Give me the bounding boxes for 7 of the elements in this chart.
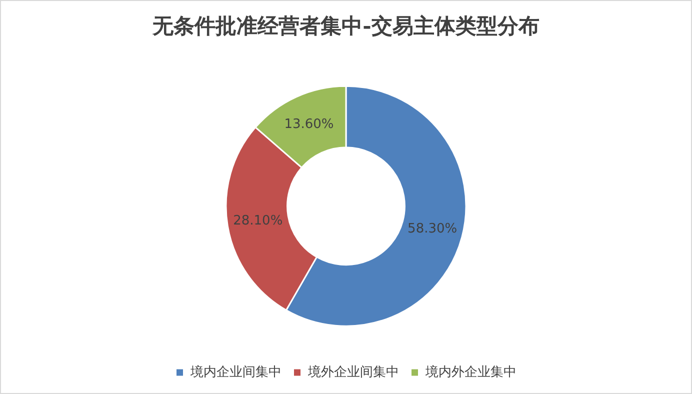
data-label: 13.60% <box>284 117 334 132</box>
data-label: 28.10% <box>233 213 283 228</box>
data-label: 58.30% <box>408 222 458 237</box>
legend-label: 境内企业间集中 <box>189 364 282 380</box>
legend-label: 境内外企业集中 <box>424 364 516 380</box>
chart-title: 无条件批准经营者集中-交易主体类型分布 <box>152 13 540 38</box>
legend-label: 境外企业间集中 <box>306 364 399 380</box>
